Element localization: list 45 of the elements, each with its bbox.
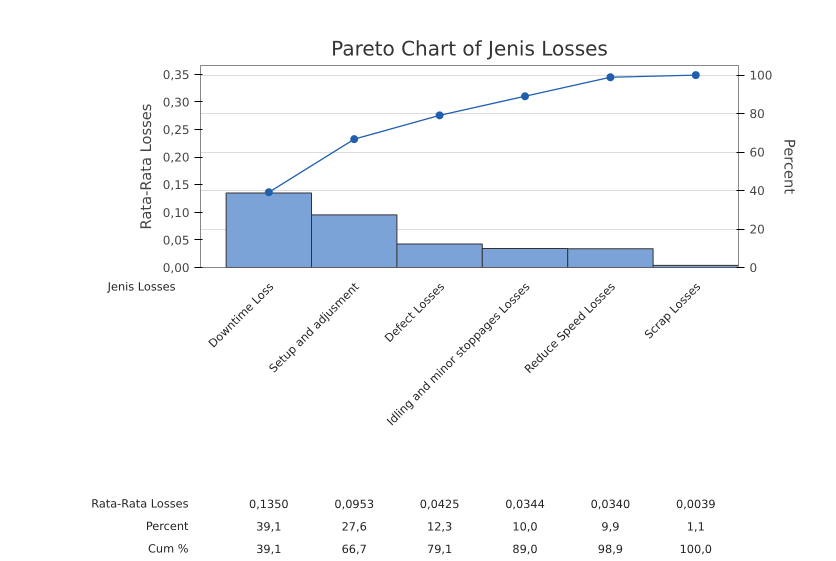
data-label: 0,1350 bbox=[249, 497, 289, 511]
y-tick-label: 0,10 bbox=[162, 206, 190, 220]
text: 10,0 bbox=[512, 520, 538, 534]
data-label: 98,9 bbox=[598, 542, 624, 556]
y-tick-label: 0,25 bbox=[162, 123, 190, 138]
y2-axis-title: Percent bbox=[780, 138, 798, 194]
y2-tick-label: 0 bbox=[750, 261, 758, 275]
y2-tick-label: 40 bbox=[750, 184, 765, 198]
data-label: 39,1 bbox=[256, 542, 282, 556]
point bbox=[692, 71, 700, 80]
data-label: 79,1 bbox=[427, 542, 452, 556]
y-tick-label: 0,35 bbox=[162, 68, 190, 82]
data-label: 0,0344 bbox=[505, 497, 545, 511]
text: Percent bbox=[146, 519, 190, 533]
data-label: 0,0953 bbox=[334, 497, 374, 511]
y2-tick-label: 100 bbox=[750, 68, 772, 83]
y-axis-title: Rata-Rata Losses bbox=[138, 104, 155, 230]
y-tick-label: 0,30 bbox=[162, 95, 190, 110]
point bbox=[606, 73, 614, 82]
point bbox=[436, 111, 444, 120]
data-label: 0,0039 bbox=[676, 497, 716, 511]
point bbox=[350, 135, 358, 144]
text: 9,9 bbox=[601, 520, 620, 534]
data-label: 66,7 bbox=[342, 542, 367, 556]
point bbox=[264, 188, 273, 196]
point bbox=[521, 92, 530, 100]
text: 12,3 bbox=[427, 520, 452, 534]
text: Cum % bbox=[148, 542, 189, 556]
data-label: 89,0 bbox=[512, 542, 538, 556]
y-tick-label: 0,00 bbox=[162, 261, 190, 275]
data-label: 0,0340 bbox=[590, 497, 630, 511]
text: Rata-Rata Losses bbox=[91, 496, 189, 510]
data-label: 100,0 bbox=[680, 542, 712, 556]
y2-tick-label: 60 bbox=[750, 146, 765, 160]
y-tick-label: 0,05 bbox=[162, 233, 190, 248]
x-axis-title: Jenis Losses bbox=[106, 280, 176, 294]
y2-tick-label: 80 bbox=[750, 107, 765, 122]
y-tick-label: 0,20 bbox=[162, 150, 190, 165]
text: 1,1 bbox=[686, 520, 705, 534]
y-tick-label: 0,15 bbox=[162, 178, 190, 192]
text: 27,6 bbox=[342, 520, 367, 534]
text: 39,1 bbox=[256, 520, 282, 534]
chart-title: Pareto Chart of Jenis Losses bbox=[331, 36, 608, 60]
y2-tick-label: 20 bbox=[750, 222, 765, 237]
data-label: 0,0425 bbox=[420, 497, 460, 511]
